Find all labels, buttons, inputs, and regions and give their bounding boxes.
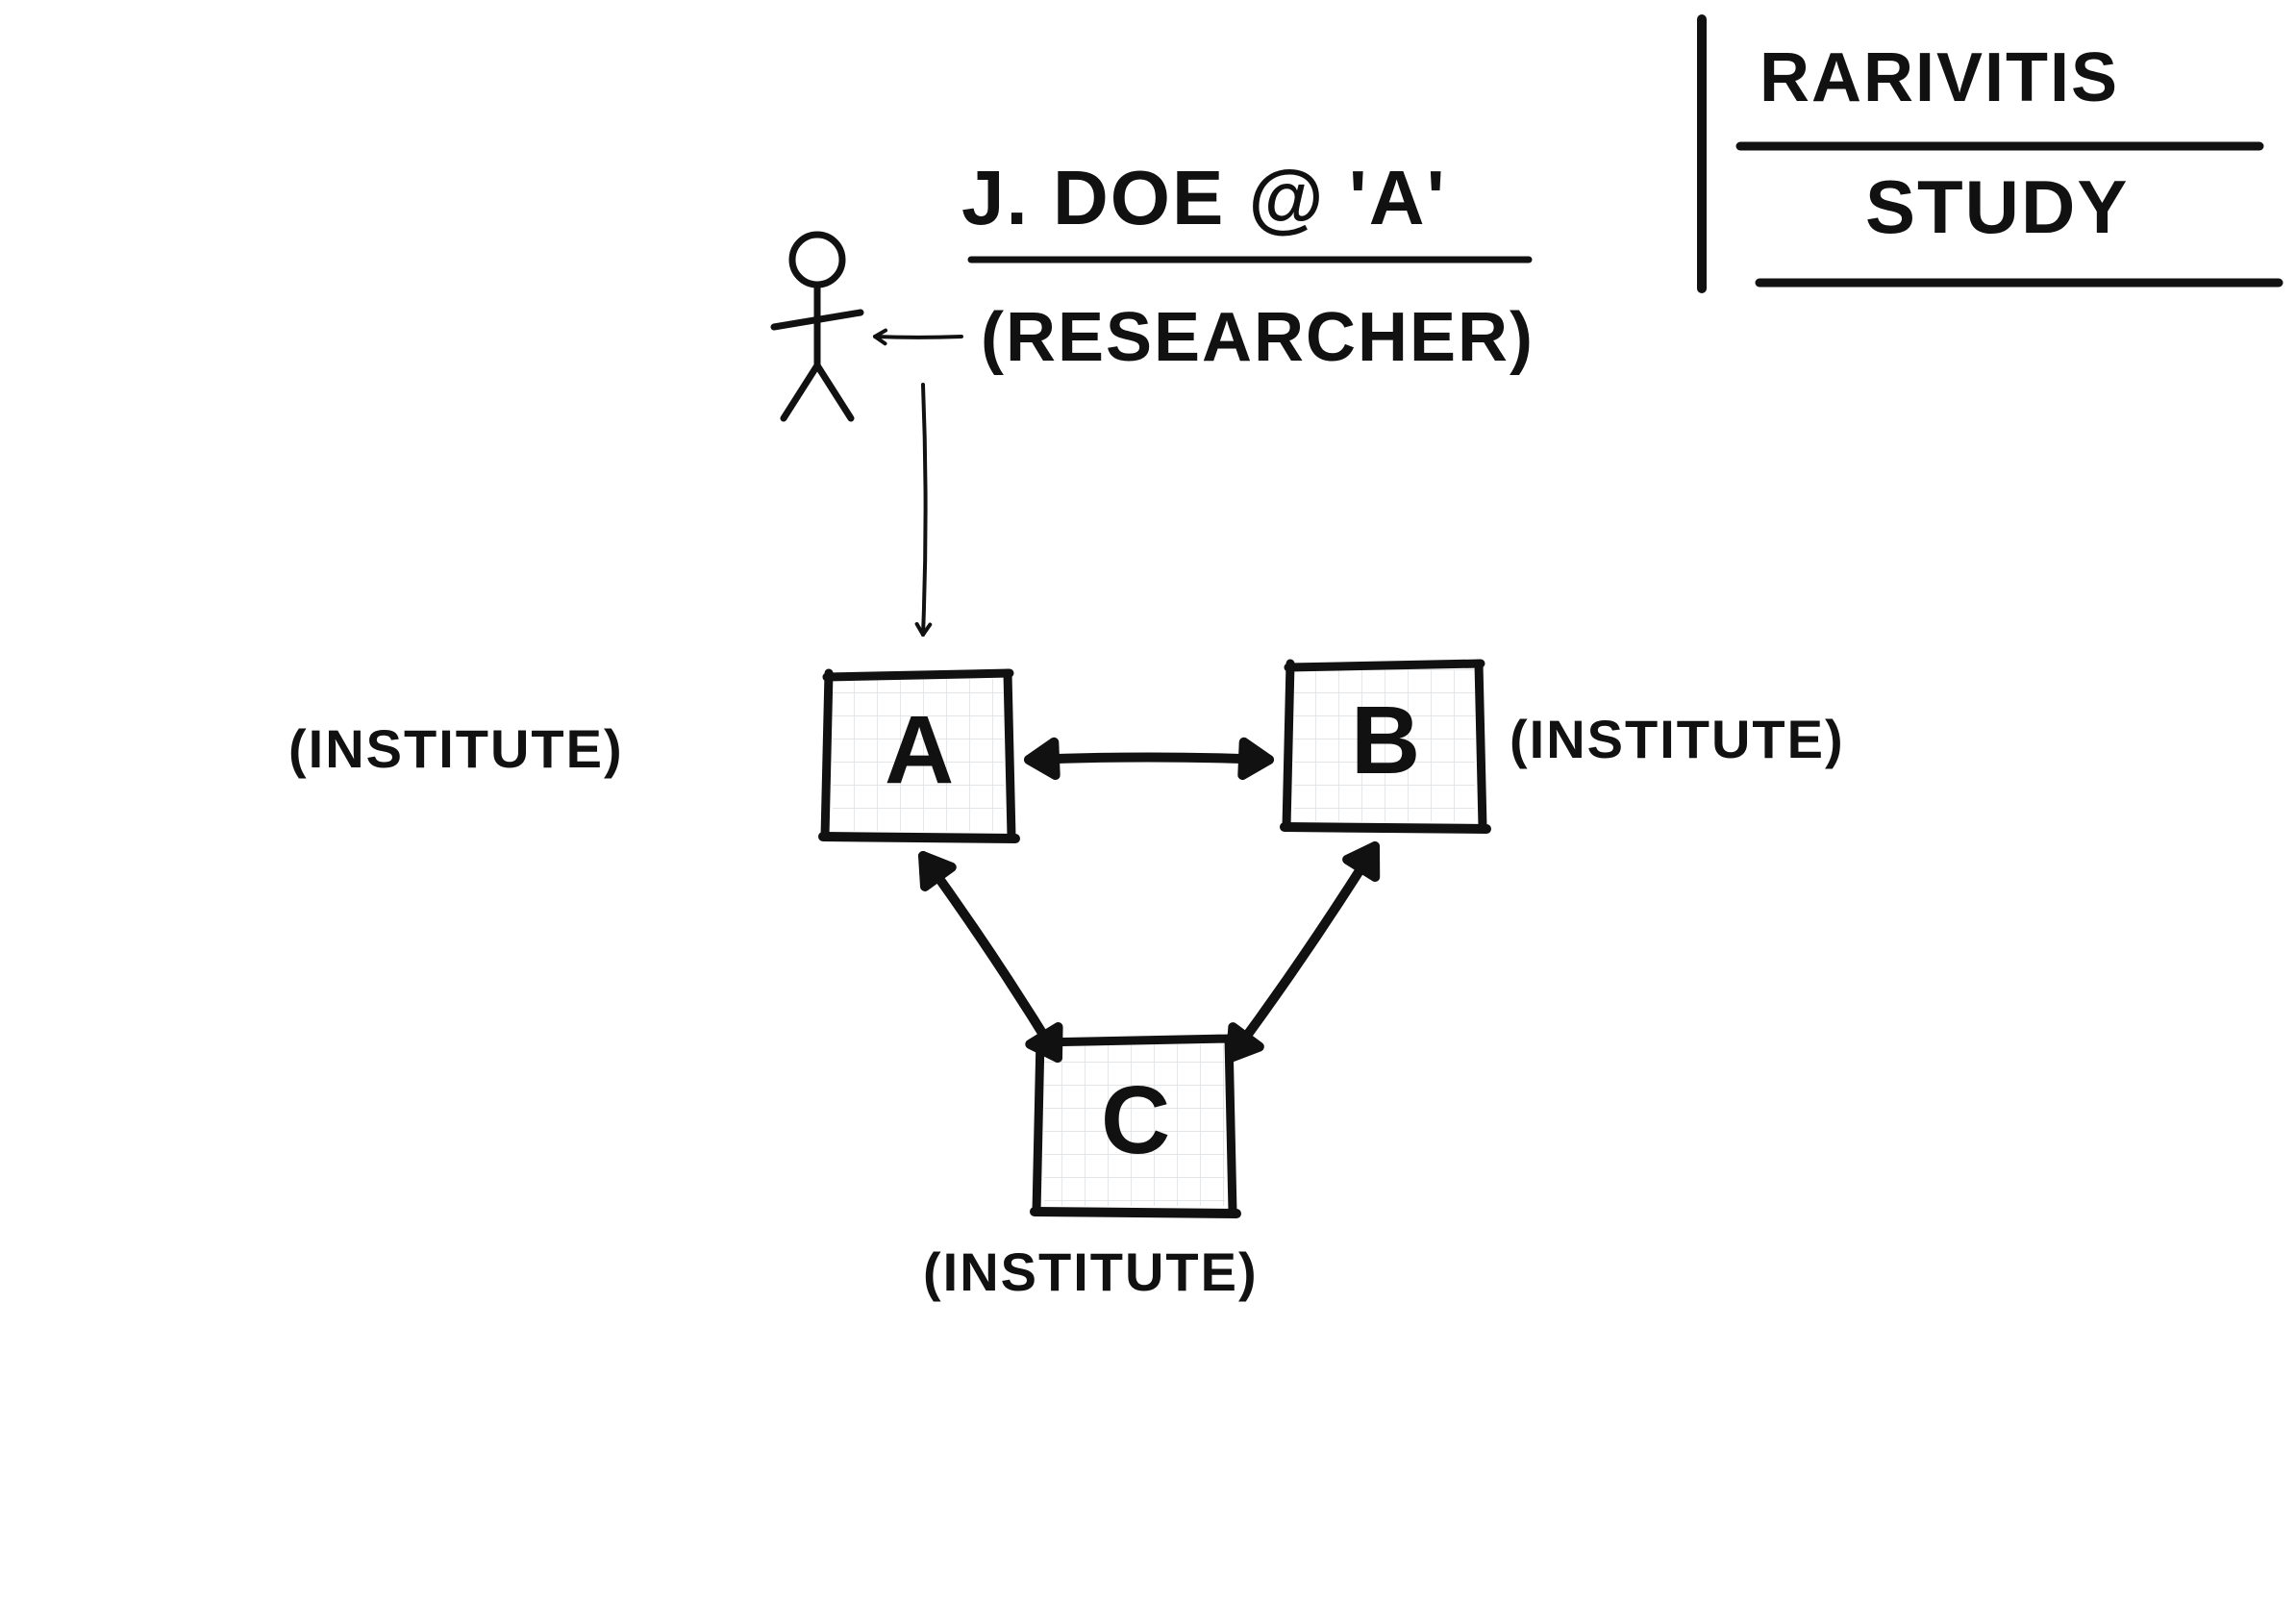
- node-a-annotation: (INSTITUTE): [288, 717, 624, 780]
- researcher-role: (RESEARCHER): [981, 298, 1535, 377]
- diagram-stage: RARIVITIS STUDY J. DOE @ 'A' (RESEARCHER…: [0, 0, 2296, 1604]
- node-a-label: A: [885, 695, 956, 806]
- node-b-annotation: (INSTITUTE): [1510, 708, 1845, 770]
- title-line1: RARIVITIS: [1759, 38, 2119, 117]
- researcher-heading: J. DOE @ 'A': [961, 154, 1447, 242]
- title-line2: STUDY: [1865, 163, 2129, 251]
- node-b-label: B: [1351, 686, 1422, 796]
- node-c-label: C: [1101, 1065, 1172, 1176]
- node-c-annotation: (INSTITUTE): [923, 1241, 1259, 1303]
